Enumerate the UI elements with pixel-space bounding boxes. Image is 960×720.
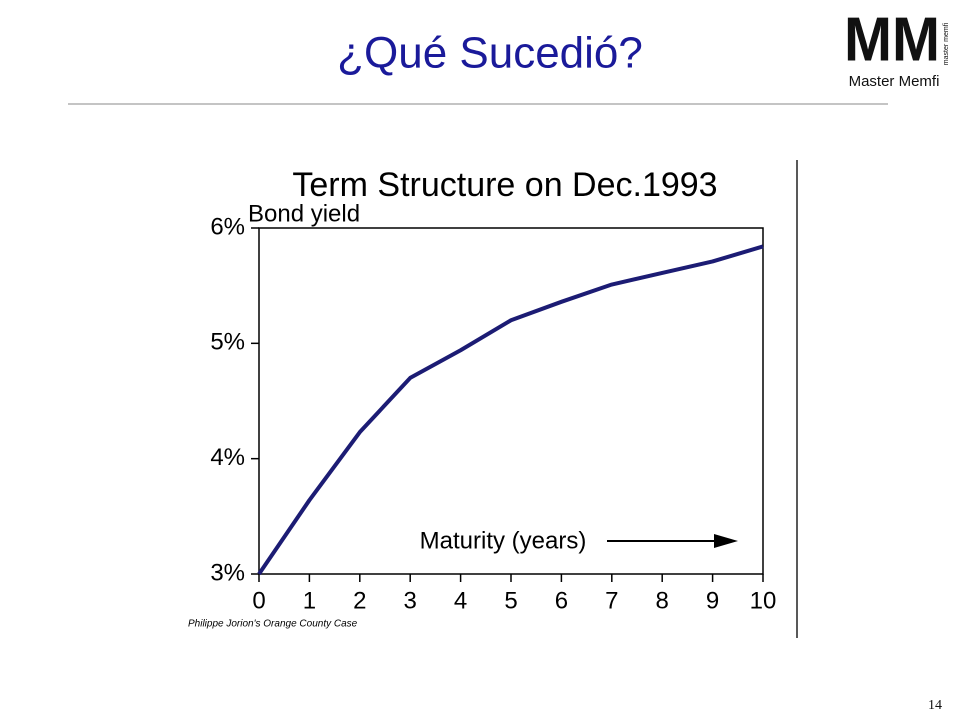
data-line <box>257 244 764 576</box>
y-tick-label: 3% <box>210 559 245 586</box>
y-tick-label: 6% <box>210 213 245 240</box>
x-tick-label: 5 <box>504 587 517 614</box>
logo-mark: MM <box>844 5 940 74</box>
x-tick-label: 8 <box>656 587 669 614</box>
x-tick-label: 4 <box>454 587 467 614</box>
x-tick-label: 7 <box>605 587 618 614</box>
source: Philippe Jorion's Orange County Case <box>188 619 358 630</box>
plot-frame <box>258 227 764 575</box>
chart-title: Term Structure on Dec.1993 <box>292 166 717 204</box>
logo-text: Master Memfi <box>849 73 940 90</box>
y-tick-label: 5% <box>210 329 245 356</box>
x-tick-label: 2 <box>353 587 366 614</box>
y-axis-label: Bond yield <box>248 200 360 227</box>
x-tick-label: 1 <box>303 587 316 614</box>
x-tick-label: 9 <box>706 587 719 614</box>
x-arrow-head <box>714 534 738 548</box>
x-tick-label: 6 <box>555 587 568 614</box>
slide-title: ¿Qué Sucedió? <box>337 29 643 78</box>
logo-vertical: master memfi <box>943 22 950 65</box>
x-tick-label: 10 <box>750 587 777 614</box>
x-axis-label: Maturity (years) <box>420 527 587 554</box>
page-number: 14 <box>928 698 942 713</box>
x-tick-label: 0 <box>252 587 265 614</box>
y-tick-label: 4% <box>210 444 245 471</box>
x-tick-label: 3 <box>404 587 417 614</box>
